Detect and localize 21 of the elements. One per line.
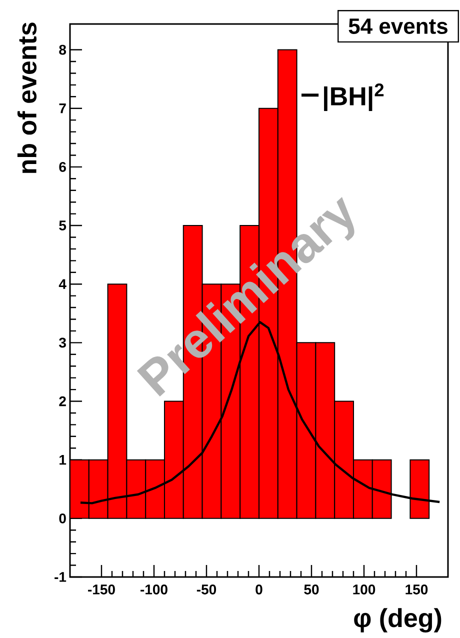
y-tick-label: 5 xyxy=(59,220,66,230)
x-tick-label: 100 xyxy=(353,584,376,594)
x-tick-label: 0 xyxy=(256,584,262,594)
x-tick-label: 150 xyxy=(406,584,428,594)
x-tick-label: 50 xyxy=(304,584,319,594)
y-tick-label: -1 xyxy=(54,572,66,582)
y-tick-label: 6 xyxy=(59,162,66,172)
x-tick-label: -50 xyxy=(196,584,216,594)
x-tick-label: -100 xyxy=(140,584,168,594)
x-tick-label: -150 xyxy=(88,584,115,594)
y-tick-label: 3 xyxy=(58,338,66,348)
annotation: 54 events xyxy=(348,18,448,34)
y-tick-label: 7 xyxy=(59,104,66,114)
y-axis-title: nb of events xyxy=(17,22,37,173)
y-tick-label: 8 xyxy=(59,44,66,55)
x-axis-title: φ (deg) xyxy=(354,608,442,632)
y-tick-label: 1 xyxy=(60,455,66,465)
y-tick-label: 4 xyxy=(58,279,66,289)
y-tick-label: 2 xyxy=(59,396,66,406)
legend-label: |BH|$^{2}$ xyxy=(324,84,384,112)
y-tick-label: 0 xyxy=(59,513,66,524)
